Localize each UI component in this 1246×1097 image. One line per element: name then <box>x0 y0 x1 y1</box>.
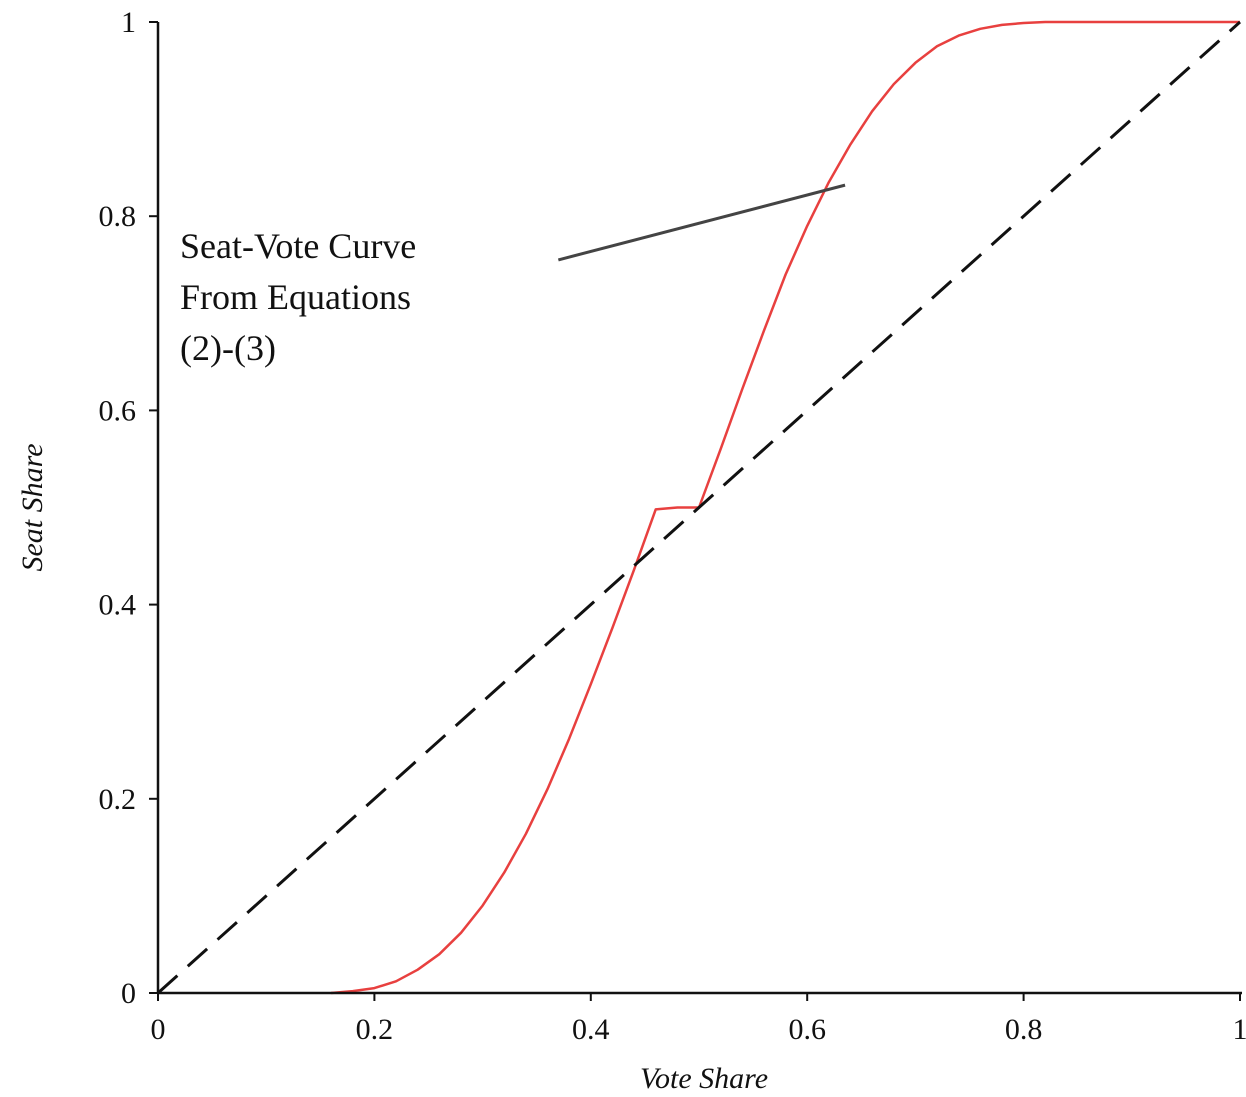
y-tick-label: 0.8 <box>99 200 137 233</box>
x-tick-label: 0.4 <box>572 1013 610 1046</box>
annotation-pointer-line <box>557 183 846 262</box>
y-tick-label: 0.4 <box>99 589 137 622</box>
annotation-text-line: (2)-(3) <box>180 328 276 368</box>
y-tick-label: 0.2 <box>99 783 137 816</box>
y-tick-label: 0.6 <box>99 394 137 427</box>
chart-axes-layer <box>149 21 1242 1001</box>
chart-marks-layer <box>156 20 1242 995</box>
y-tick-label: 1 <box>121 6 136 39</box>
x-tick-label: 1 <box>1233 1013 1246 1046</box>
annotation-text-line: Seat-Vote Curve <box>180 226 416 266</box>
chart-labels-layer: 0 0.2 0.4 0.6 0.8 1 0 0.2 0.4 0.6 0.8 1 Vote Share Se… <box>16 6 1246 1095</box>
series-line-diagonal-reference <box>156 20 1242 995</box>
x-tick-label: 0.8 <box>1005 1013 1043 1046</box>
annotation-text-line: From Equations <box>180 277 411 317</box>
y-tick-label: 0 <box>121 977 136 1010</box>
x-tick-label: 0 <box>151 1013 166 1046</box>
x-tick-label: 0.2 <box>356 1013 394 1046</box>
series-line-seat-vote-curve <box>330 20 1240 995</box>
x-tick-label: 0.6 <box>788 1013 826 1046</box>
x-axis-title: Vote Share <box>640 1062 768 1095</box>
y-axis-title: Seat Share <box>16 443 49 571</box>
